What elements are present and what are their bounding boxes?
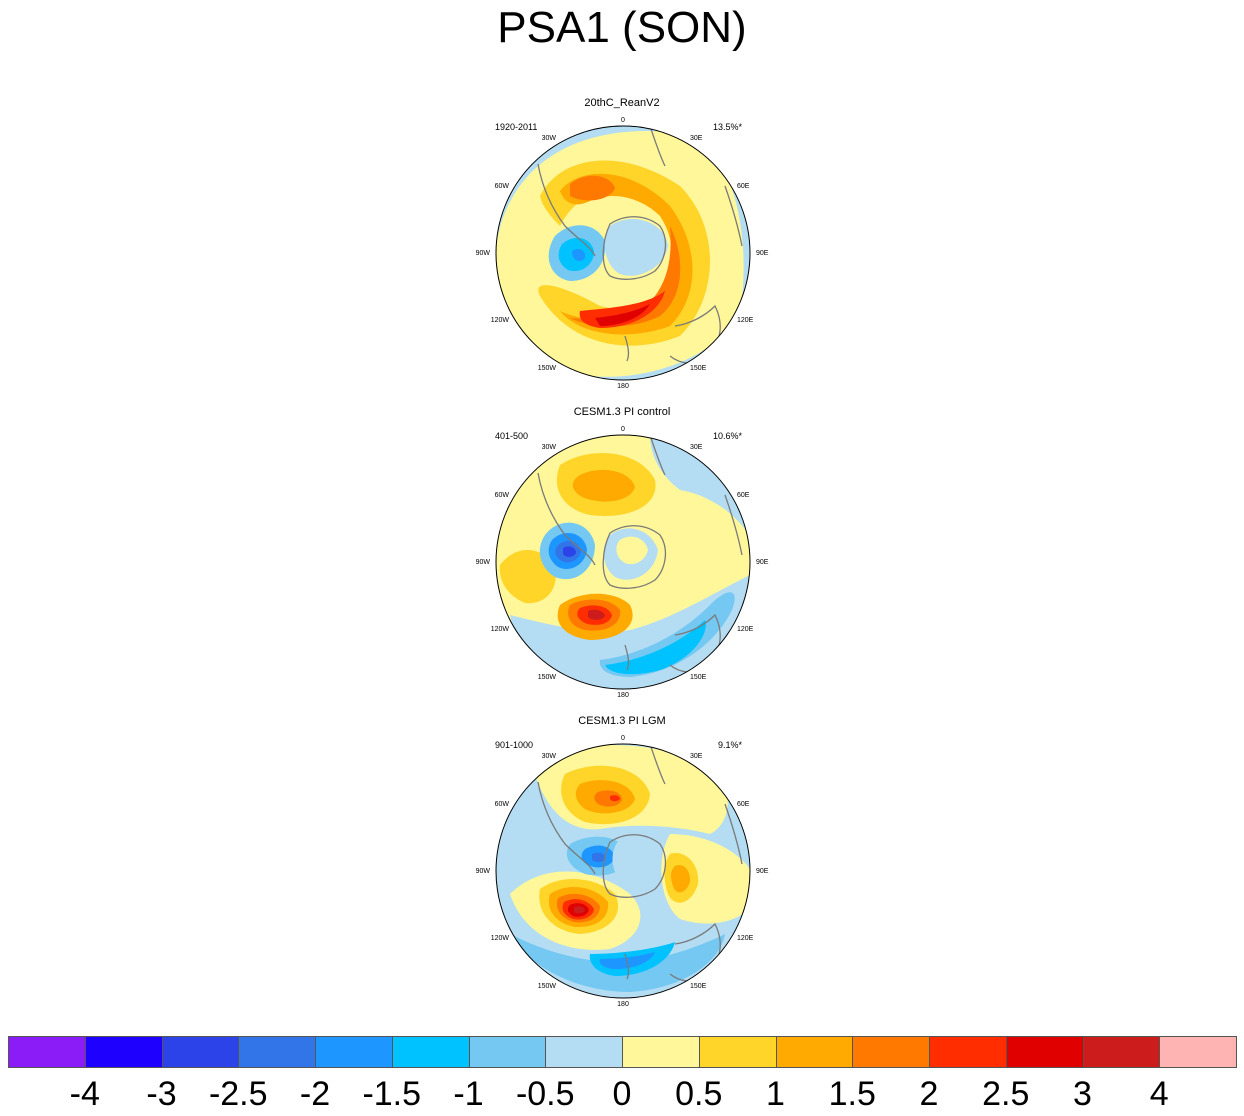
- lon-label: 30E: [690, 444, 703, 451]
- lon-label: 30W: [542, 753, 557, 760]
- lon-label: 180: [617, 692, 629, 699]
- colorbar-tick-label: -0.5: [515, 1075, 575, 1113]
- colorbar-swatch: [775, 1036, 854, 1068]
- figure-title: PSA1 (SON): [497, 3, 747, 52]
- colorbar-tick-label: -2.5: [208, 1075, 268, 1113]
- colorbar-swatch: [161, 1036, 240, 1068]
- lon-label: 60E: [737, 801, 750, 808]
- panel-variance-percent: 10.6%*: [712, 431, 742, 441]
- colorbar-swatch: [238, 1036, 316, 1068]
- lon-label: 0: [621, 735, 625, 742]
- lon-label: 120E: [737, 935, 754, 942]
- colorbar-tick-label: -4: [69, 1075, 100, 1113]
- lon-label: 120W: [491, 626, 510, 633]
- colorbar-tick-label: 0.5: [675, 1075, 723, 1113]
- lon-label: 180: [617, 1001, 629, 1008]
- lon-label: 60W: [495, 801, 510, 808]
- colorbar-tick-label: 2.5: [982, 1075, 1030, 1113]
- colorbar-swatch: [1082, 1036, 1161, 1068]
- lon-label: 90W: [476, 250, 491, 257]
- longitude-labels: 0 30E 60E 90E 120E 150E 180 150W 120W 90…: [476, 735, 769, 1008]
- lon-label: 150W: [538, 674, 557, 681]
- lon-label: 120E: [737, 626, 754, 633]
- polar-map: 0 30E 60E 90E 120E 150E 180 150W 120W 90…: [476, 426, 769, 699]
- lon-label: 30W: [542, 444, 557, 451]
- panel-period: 1920-2011: [495, 122, 538, 132]
- lon-label: 180: [617, 383, 629, 390]
- colorbar-tick-label: 0: [612, 1075, 632, 1113]
- colorbar-swatch: [84, 1036, 163, 1068]
- colorbar-tick-label: -1: [453, 1075, 484, 1113]
- lon-label: 150W: [538, 365, 557, 372]
- lon-label: 90E: [756, 250, 769, 257]
- panel-variance-percent: 9.1%*: [717, 740, 742, 750]
- colorbar-tick-label: 1.5: [828, 1075, 876, 1113]
- colorbar-swatch: [391, 1036, 470, 1068]
- lon-label: 60W: [495, 492, 510, 499]
- colorbar-swatch: [1005, 1036, 1084, 1068]
- colorbar-tick-label: 1: [766, 1075, 785, 1113]
- colorbar-tick-label: -1.5: [362, 1075, 422, 1113]
- lon-label: 150W: [538, 983, 557, 990]
- polar-map: 0 30E 60E 90E 120E 150E 180 150W 120W 90…: [476, 735, 769, 1008]
- colorbar-tick-label: 2: [919, 1075, 939, 1113]
- lon-label: 120W: [491, 935, 510, 942]
- lon-label: 150E: [690, 365, 707, 372]
- panel-period: 401-500: [495, 431, 529, 441]
- lon-label: 30W: [542, 135, 557, 142]
- lon-label: 150E: [690, 983, 707, 990]
- lon-label: 150E: [690, 674, 707, 681]
- lon-label: 60E: [737, 183, 750, 190]
- colorbar-tick-label: -3: [146, 1075, 177, 1113]
- lon-label: 90W: [476, 559, 491, 566]
- lon-label: 60E: [737, 492, 750, 499]
- colorbar: [8, 1036, 1237, 1070]
- colorbar-swatch: [468, 1036, 547, 1068]
- map-panel-1: 20thC_ReanV2 1920-2011 13.5%*: [470, 96, 774, 396]
- colorbar-swatch: [315, 1036, 393, 1068]
- lon-label: 90E: [756, 559, 769, 566]
- colorbar-swatch: [8, 1036, 86, 1068]
- longitude-labels: 0 30E 60E 90E 120E 150E 180 150W 120W 90…: [476, 117, 769, 390]
- panel-variance-percent: 13.5%*: [712, 122, 742, 132]
- colorbar-tick-label: -2: [299, 1075, 331, 1113]
- lon-label: 90E: [756, 868, 769, 875]
- lon-label: 120E: [737, 317, 754, 324]
- colorbar-tick-label: 4: [1149, 1075, 1169, 1113]
- lon-label: 90W: [476, 868, 491, 875]
- longitude-labels: 0 30E 60E 90E 120E 150E 180 150W 120W 90…: [476, 426, 769, 699]
- lon-label: 30E: [690, 135, 703, 142]
- colorbar-swatch: [852, 1036, 930, 1068]
- panel-period: 901-1000: [495, 740, 534, 750]
- lon-label: 30E: [690, 753, 703, 760]
- colorbar-tick-label: 3: [1073, 1075, 1092, 1113]
- colorbar-swatch: [622, 1036, 700, 1068]
- panel-title: CESM1.3 PI LGM: [578, 715, 666, 727]
- panel-title: CESM1.3 PI control: [573, 406, 671, 418]
- map-panel-3: CESM1.3 PI LGM 901-1000 9.1%*: [470, 714, 774, 1014]
- lon-label: 0: [621, 426, 625, 433]
- lon-label: 120W: [491, 317, 510, 324]
- panel-title: 20thC_ReanV2: [584, 97, 660, 109]
- lon-label: 60W: [495, 183, 510, 190]
- polar-map: 0 30E 60E 90E 120E 150E 180 150W 120W 90…: [476, 117, 769, 390]
- map-panel-2: CESM1.3 PI control 401-500 10.6%*: [470, 405, 774, 705]
- lon-label: 0: [621, 117, 625, 124]
- colorbar-swatch: [1159, 1036, 1237, 1068]
- colorbar-swatch: [929, 1036, 1007, 1068]
- colorbar-swatch: [545, 1036, 623, 1068]
- colorbar-swatch: [698, 1036, 777, 1068]
